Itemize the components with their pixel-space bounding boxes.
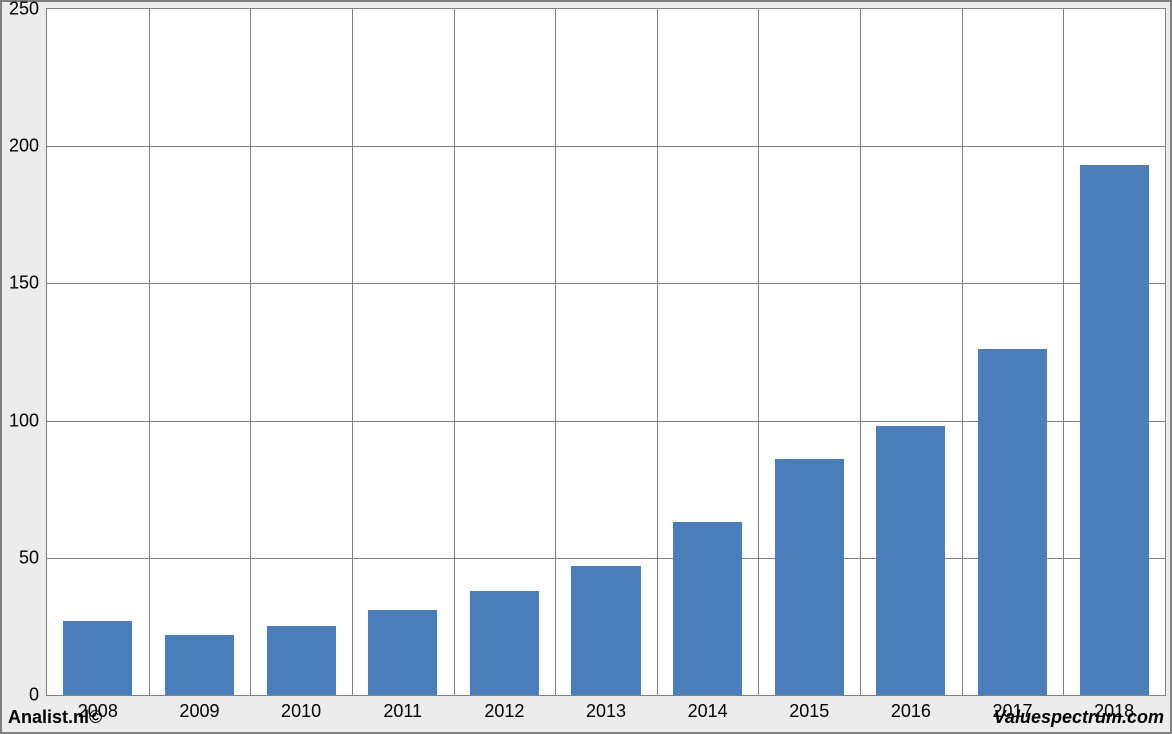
bar [1080,165,1149,695]
x-axis-label: 2015 [789,695,829,722]
footer-left: Analist.nl© [8,707,102,728]
y-axis-label: 250 [9,0,47,20]
gridline-horizontal [47,283,1165,284]
x-axis-label: 2011 [383,695,422,722]
bar [978,349,1047,695]
x-axis-label: 2014 [688,695,728,722]
gridline-vertical [962,9,963,695]
bar [470,591,539,695]
bar [63,621,132,695]
gridline-vertical [454,9,455,695]
x-axis-label: 2012 [484,695,524,722]
bar [571,566,640,695]
y-axis-label: 200 [9,136,47,157]
gridline-vertical [250,9,251,695]
gridline-vertical [555,9,556,695]
y-axis-label: 0 [29,685,47,706]
x-axis-label: 2010 [281,695,321,722]
bar [876,426,945,695]
bar [673,522,742,695]
x-axis-label: 2016 [891,695,931,722]
footer-right: Valuespectrum.com [994,707,1164,728]
x-axis-label: 2013 [586,695,626,722]
gridline-vertical [758,9,759,695]
y-axis-label: 150 [9,273,47,294]
gridline-vertical [149,9,150,695]
gridline-vertical [1063,9,1064,695]
bar [368,610,437,695]
y-axis-label: 100 [9,410,47,431]
bar [775,459,844,695]
bar [267,626,336,695]
gridline-vertical [352,9,353,695]
gridline-vertical [860,9,861,695]
gridline-vertical [657,9,658,695]
y-axis-label: 50 [19,547,47,568]
x-axis-label: 2009 [179,695,219,722]
chart-container: 0501001502002502008200920102011201220132… [0,0,1172,734]
gridline-horizontal [47,146,1165,147]
bar [165,635,234,695]
plot-area: 0501001502002502008200920102011201220132… [46,8,1166,696]
